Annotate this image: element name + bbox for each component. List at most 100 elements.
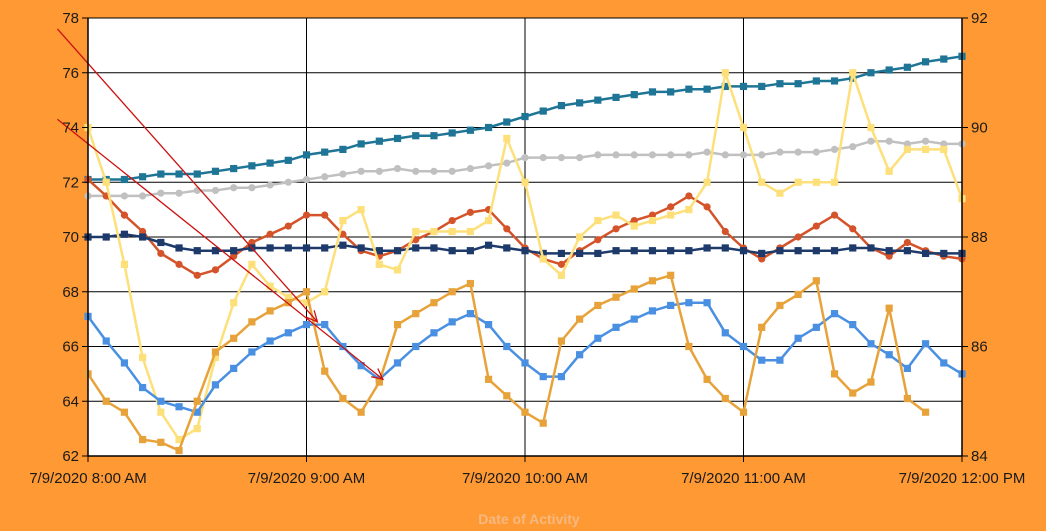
data-point <box>594 301 602 310</box>
data-point <box>211 348 220 356</box>
data-point <box>594 249 602 258</box>
data-point <box>557 271 566 279</box>
data-point <box>867 378 875 386</box>
annotation-arrow <box>57 118 385 381</box>
series-7 <box>84 271 930 455</box>
data-point <box>794 247 802 255</box>
data-point <box>812 148 820 156</box>
data-point <box>812 222 820 230</box>
data-point <box>703 244 711 252</box>
data-point <box>193 247 201 255</box>
data-point <box>484 123 493 132</box>
data-point <box>539 255 547 263</box>
data-point <box>193 397 201 405</box>
data-point <box>102 337 110 345</box>
data-point <box>157 170 165 178</box>
data-point <box>703 148 711 156</box>
arrow-head <box>371 368 385 381</box>
data-point <box>357 206 365 214</box>
data-point <box>758 249 766 258</box>
data-point <box>940 249 948 258</box>
data-point <box>794 80 802 88</box>
data-point <box>630 285 638 293</box>
data-point <box>703 85 711 93</box>
data-point <box>466 279 474 288</box>
data-point <box>594 216 602 225</box>
data-point <box>139 383 147 392</box>
data-point <box>375 247 383 255</box>
data-point <box>211 247 220 255</box>
data-point <box>284 244 292 252</box>
data-point <box>921 249 930 258</box>
data-point <box>521 359 529 367</box>
data-point <box>739 247 748 255</box>
data-point <box>448 318 456 326</box>
data-point <box>466 310 474 318</box>
data-point <box>849 389 857 397</box>
data-point <box>248 162 256 170</box>
y-right-tick-label: 84 <box>971 448 988 465</box>
data-point <box>612 293 620 301</box>
data-point <box>630 247 638 255</box>
data-point <box>812 277 820 285</box>
data-point <box>302 244 311 252</box>
data-point <box>321 288 329 296</box>
data-point <box>921 58 930 66</box>
data-point <box>685 192 693 200</box>
data-point <box>248 348 256 356</box>
data-point <box>867 244 875 252</box>
data-point <box>940 140 948 148</box>
data-point <box>557 249 566 258</box>
data-point <box>302 288 311 296</box>
data-point <box>685 299 693 307</box>
data-point <box>557 102 566 110</box>
data-point <box>321 367 329 375</box>
data-point <box>175 403 183 411</box>
data-point <box>557 154 566 162</box>
data-point <box>503 244 511 252</box>
data-point <box>849 321 857 329</box>
data-point <box>630 222 638 230</box>
data-point <box>466 247 474 255</box>
data-point <box>175 170 183 178</box>
data-point <box>667 88 675 96</box>
data-point <box>157 397 165 405</box>
arrow-head <box>306 310 319 323</box>
data-point <box>139 192 147 200</box>
data-point <box>466 126 474 134</box>
data-point <box>339 342 347 351</box>
data-point <box>248 318 256 326</box>
data-point <box>193 170 201 178</box>
data-point <box>302 321 311 329</box>
y-right-tick-label: 86 <box>971 339 988 356</box>
data-point <box>794 178 802 186</box>
x-tick-label: 7/9/2020 10:00 AM <box>462 470 588 487</box>
data-point <box>211 266 220 274</box>
data-point <box>102 397 110 405</box>
x-tick-label: 7/9/2020 11:00 AM <box>681 470 806 487</box>
data-point <box>266 159 274 167</box>
data-point <box>484 321 493 329</box>
data-point <box>430 167 438 175</box>
annotation-arrows <box>56 28 385 381</box>
data-point <box>885 66 893 74</box>
data-point <box>412 244 420 252</box>
data-point <box>120 260 129 268</box>
data-point <box>739 82 748 91</box>
data-point <box>120 408 129 416</box>
data-point <box>339 145 347 153</box>
data-point <box>685 342 693 351</box>
data-point <box>594 151 602 159</box>
data-point <box>284 178 292 186</box>
data-point <box>758 178 766 186</box>
data-point <box>175 435 183 444</box>
data-point <box>885 252 893 260</box>
data-point <box>758 323 766 331</box>
data-point <box>830 178 839 186</box>
data-point <box>448 247 456 255</box>
data-point <box>940 145 948 153</box>
data-point <box>630 151 638 159</box>
annotation-arrow <box>56 28 319 323</box>
data-point <box>576 249 584 258</box>
data-point <box>721 69 729 77</box>
